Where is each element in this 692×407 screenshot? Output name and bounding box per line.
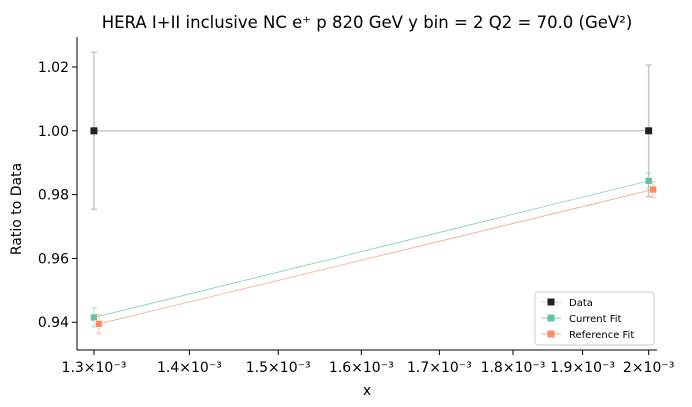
series-line bbox=[98, 189, 654, 325]
y-tick-label: 0.94 bbox=[38, 315, 69, 331]
chart-title: HERA I+II inclusive NC e⁺ p 820 GeV y bi… bbox=[102, 13, 633, 32]
y-tick-label: 1.02 bbox=[38, 60, 69, 76]
data-point bbox=[90, 127, 98, 135]
series-data bbox=[90, 51, 653, 211]
x-tick-label: 1.9×10⁻³ bbox=[550, 360, 615, 376]
data-point bbox=[95, 320, 103, 328]
x-tick-label: 1.4×10⁻³ bbox=[157, 360, 222, 376]
plot-area bbox=[90, 51, 657, 335]
legend-frame bbox=[534, 291, 655, 346]
legend-marker bbox=[547, 314, 555, 322]
x-tick-label: 1.7×10⁻³ bbox=[407, 360, 472, 376]
y-axis-ticks: 0.94 0.96 0.98 1.00 1.02 bbox=[38, 60, 77, 331]
series-line bbox=[93, 180, 649, 318]
legend-marker bbox=[547, 330, 555, 338]
legend-label: Reference Fit bbox=[569, 330, 634, 341]
legend-label: Data bbox=[569, 298, 593, 309]
y-tick-label: 1.00 bbox=[38, 124, 69, 140]
y-tick-label: 0.98 bbox=[38, 188, 69, 204]
legend-label: Current Fit bbox=[569, 314, 622, 325]
x-tick-label: 1.5×10⁻³ bbox=[246, 360, 311, 376]
axes bbox=[76, 37, 657, 351]
legend-item: Data bbox=[541, 298, 593, 309]
legend-item: Reference Fit bbox=[541, 330, 634, 341]
data-point bbox=[644, 177, 653, 185]
series-reference-fit bbox=[95, 180, 657, 335]
x-axis-ticks: 1.3×10⁻³ 1.4×10⁻³ 1.5×10⁻³ 1.6×10⁻³ 1.7×10⁻³… bbox=[62, 350, 674, 376]
x-tick-label: 1.3×10⁻³ bbox=[62, 360, 127, 376]
x-tick-label: 2×10⁻³ bbox=[623, 360, 674, 376]
y-tick-label: 0.96 bbox=[38, 251, 69, 267]
x-tick-label: 1.8×10⁻³ bbox=[481, 360, 546, 376]
x-axis-label: x bbox=[363, 383, 371, 399]
data-point bbox=[90, 313, 98, 322]
legend: Data Current Fit Reference Fit bbox=[534, 291, 655, 346]
x-tick-label: 1.6×10⁻³ bbox=[329, 360, 394, 376]
legend-marker bbox=[547, 298, 555, 306]
legend-item: Current Fit bbox=[541, 314, 622, 325]
data-point bbox=[649, 185, 657, 194]
data-point bbox=[645, 127, 653, 135]
y-axis-label: Ratio to Data bbox=[9, 163, 25, 255]
